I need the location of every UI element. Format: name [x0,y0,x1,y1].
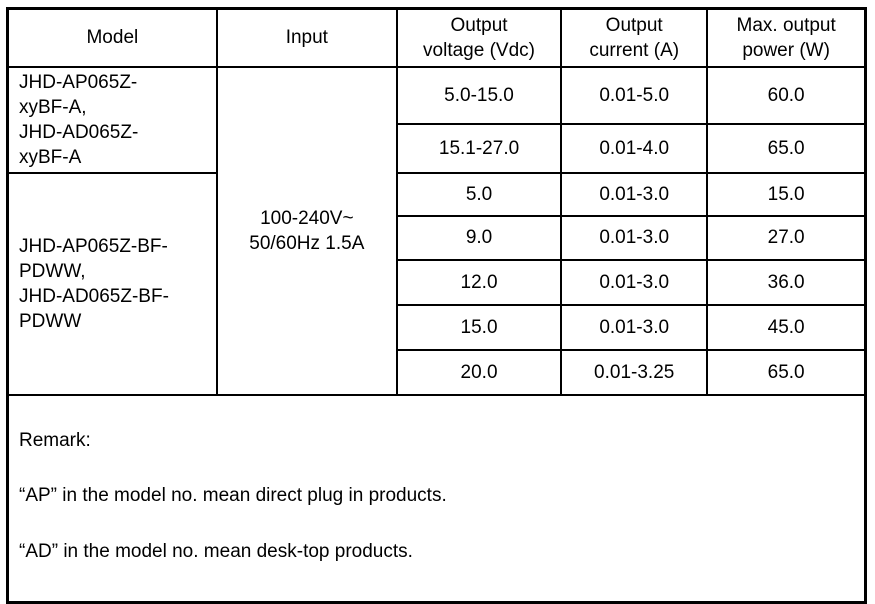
remark-line-ap: “AP” in the model no. mean direct plug i… [19,485,447,507]
current-cell: 0.01-4.0 [560,122,709,174]
remark-cell: Remark: “AP” in the model no. mean direc… [6,393,867,604]
power-spec-table: Model Input Output voltage (Vdc) Output … [6,7,867,604]
table-row: 15.1-27.0 0.01-4.0 65.0 [8,122,867,174]
remark-row: Remark: “AP” in the model no. mean direc… [6,393,867,604]
table-row: JHD-AP065Z-BF- PDWW, JHD-AD065Z-BF- PDWW… [6,171,867,396]
power-cell: 45.0 [706,303,867,351]
current-cell: 0.01-3.0 [560,258,709,306]
voltage-cell: 5.0-15.0 [395,65,563,125]
voltage-cell: 12.0 [395,258,563,306]
current-cell: 0.01-3.0 [560,303,709,351]
header-output-voltage: Output voltage (Vdc) [395,7,563,68]
remark-title: Remark: [19,430,91,452]
table-row: JHD-AP065Z- xyBF-A, JHD-AD065Z- xyBF-A 1… [6,65,867,396]
voltage-cell: 15.0 [395,303,563,351]
power-cell: 65.0 [706,348,867,396]
power-cell: 65.0 [706,122,867,174]
header-output-current: Output current (A) [560,7,709,68]
header-input: Input [215,7,398,68]
power-cell: 60.0 [706,65,867,125]
model-group-pdww: JHD-AP065Z-BF- PDWW, JHD-AD065Z-BF- PDWW [6,171,218,396]
table-row: 12.0 0.01-3.0 36.0 [8,258,867,306]
voltage-cell: 15.1-27.0 [395,122,563,174]
table-row: 9.0 0.01-3.0 27.0 [8,214,867,261]
power-cell: 27.0 [706,214,867,261]
voltage-cell: 5.0 [395,171,563,217]
power-cell: 15.0 [706,171,867,217]
current-cell: 0.01-3.25 [560,348,709,396]
table-row: 15.0 0.01-3.0 45.0 [8,303,867,351]
remark-line-ad: “AD” in the model no. mean desk-top prod… [19,540,413,562]
voltage-cell: 20.0 [395,348,563,396]
current-cell: 0.01-3.0 [560,171,709,217]
table-row: 20.0 0.01-3.25 65.0 [8,348,867,396]
current-cell: 0.01-3.0 [560,214,709,261]
voltage-cell: 9.0 [395,214,563,261]
header-max-output-power: Max. output power (W) [706,7,867,68]
header-row: Model Input Output voltage (Vdc) Output … [6,7,867,68]
current-cell: 0.01-5.0 [560,65,709,125]
model-group-xybf: JHD-AP065Z- xyBF-A, JHD-AD065Z- xyBF-A [6,65,218,174]
input-rating-cell: 100-240V~ 50/60Hz 1.5A [215,65,398,396]
header-model: Model [6,7,218,68]
power-cell: 36.0 [706,258,867,306]
